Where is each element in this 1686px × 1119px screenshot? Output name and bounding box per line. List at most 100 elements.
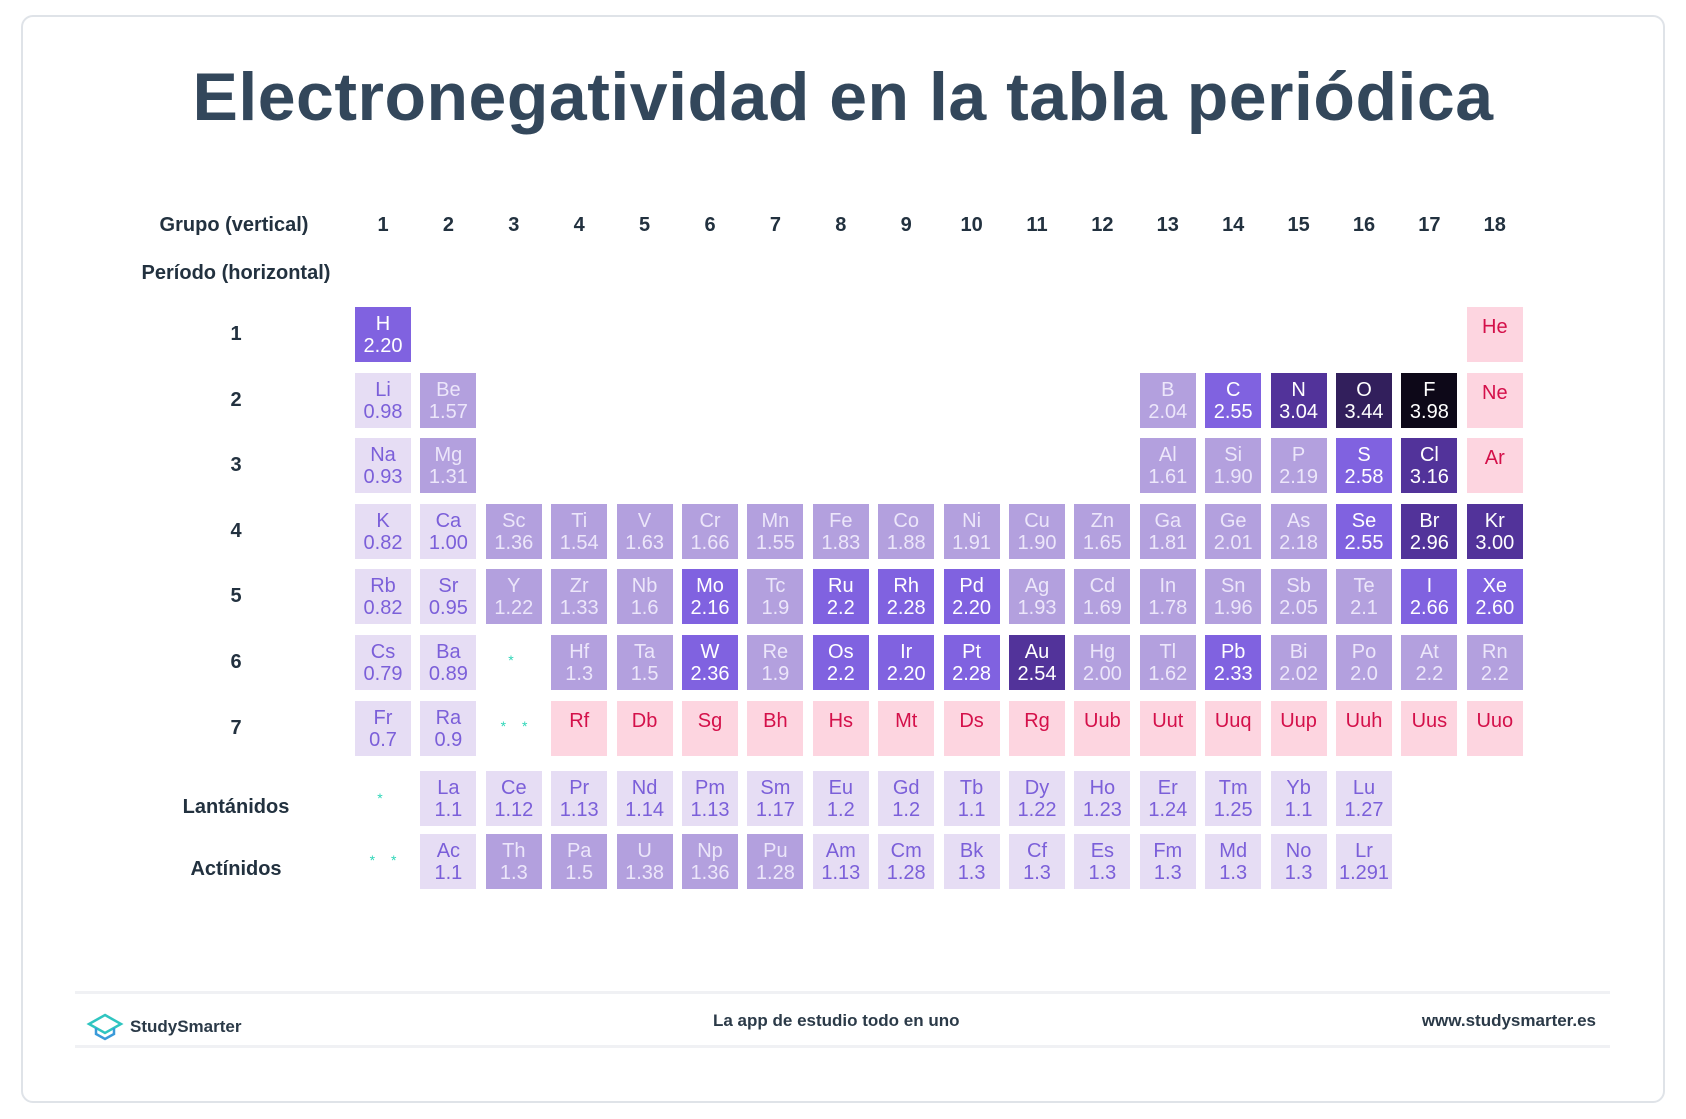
element-symbol: Rg	[1024, 709, 1050, 732]
element-symbol: Th	[502, 840, 526, 862]
element-cell-Sm: Sm 1.17	[747, 771, 804, 826]
element-symbol: Bk	[959, 840, 984, 862]
element-cell-Ac: Ac 1.1	[420, 834, 477, 889]
electronegativity-value: 1.9	[761, 663, 790, 685]
group-number-1: 1	[377, 214, 389, 236]
element-symbol: Uup	[1280, 709, 1317, 732]
footer-url[interactable]: www.studysmarter.es	[1421, 1011, 1596, 1030]
group-number-13: 13	[1156, 214, 1179, 236]
element-cell-Sb: Sb 2.05	[1270, 569, 1327, 625]
group-axis-label: Grupo (vertical)	[159, 214, 309, 236]
element-cell-Cd: Cd 1.69	[1074, 569, 1131, 625]
electronegativity-value: 2.2	[826, 597, 855, 620]
element-symbol: Cm	[890, 840, 922, 862]
element-cell-Ds: Ds	[943, 700, 1000, 756]
element-symbol: Np	[697, 840, 723, 862]
group-number-12: 12	[1091, 214, 1114, 236]
element-cell-Mg: Mg 1.31	[420, 438, 477, 494]
element-symbol: Ta	[634, 641, 656, 663]
electronegativity-value: 1.12	[494, 799, 534, 821]
group-number-10: 10	[960, 214, 983, 236]
electronegativity-value: 1.3	[1088, 862, 1117, 884]
element-symbol: Ga	[1154, 509, 1182, 532]
element-symbol: Pt	[962, 641, 982, 663]
group-number-14: 14	[1222, 214, 1245, 236]
element-symbol: Ho	[1089, 777, 1116, 799]
element-symbol: Sr	[438, 575, 459, 598]
element-symbol: Ca	[435, 509, 462, 532]
group-number-15: 15	[1287, 214, 1310, 236]
actinide-marker: * *	[369, 852, 403, 868]
element-cell-H: H 2.20	[355, 307, 411, 362]
element-cell-Np: Np 1.36	[682, 834, 738, 889]
element-cell-Cf: Cf 1.3	[1009, 834, 1065, 889]
element-symbol: Br	[1419, 509, 1440, 532]
electronegativity-value: 0.79	[363, 663, 403, 685]
element-cell-Th: Th 1.3	[485, 834, 542, 889]
element-cell-Os: Os 2.2	[812, 635, 869, 690]
element-symbol: Lu	[1352, 777, 1376, 799]
element-cell-Gd: Gd 1.2	[878, 771, 935, 826]
element-symbol: Hs	[828, 709, 854, 732]
element-cell-S: S 2.58	[1336, 438, 1392, 494]
element-cell-Mo: Mo 2.16	[682, 569, 738, 625]
element-cell-Uuh: Uuh	[1336, 700, 1392, 756]
electronegativity-value: 1.83	[821, 531, 861, 554]
element-symbol: Re	[762, 641, 789, 663]
element-symbol: Ac	[436, 840, 461, 862]
element-cell-C: C 2.55	[1205, 372, 1262, 428]
element-cell-Pd: Pd 2.20	[943, 569, 1000, 625]
element-symbol: No	[1285, 840, 1312, 862]
element-cell-Dy: Dy 1.22	[1009, 771, 1065, 826]
electronegativity-value: 1.3	[1023, 862, 1051, 884]
element-symbol: Xe	[1482, 575, 1508, 598]
element-symbol: Ds	[959, 709, 984, 732]
electronegativity-value: 2.20	[886, 663, 926, 685]
element-symbol: Fm	[1153, 840, 1183, 862]
element-cell-Sn: Sn 1.96	[1205, 569, 1262, 625]
element-cell-Lu: Lu 1.27	[1336, 771, 1392, 826]
electronegativity-value: 2.00	[1082, 663, 1122, 685]
electronegativity-value: 2.2	[1415, 663, 1444, 685]
element-symbol: Am	[825, 840, 856, 862]
element-symbol: Nd	[631, 777, 658, 799]
element-symbol: Uut	[1152, 709, 1184, 732]
electronegativity-value: 1.3	[499, 862, 528, 884]
electronegativity-value: 1.14	[625, 799, 665, 821]
element-cell-Cr: Cr 1.66	[682, 503, 738, 559]
electronegativity-value: 1.3	[565, 663, 594, 685]
element-cell-Re: Re 1.9	[747, 635, 804, 690]
brand-name: StudySmarter	[130, 1017, 242, 1036]
element-cell-V: V 1.63	[616, 503, 673, 559]
element-symbol: Po	[1351, 641, 1377, 663]
electronegativity-value: 1.28	[755, 862, 795, 884]
element-symbol: As	[1286, 509, 1311, 532]
element-symbol: Tc	[765, 575, 786, 598]
element-cell-Ta: Ta 1.5	[616, 635, 673, 690]
element-symbol: K	[376, 509, 390, 532]
element-cell-Sc: Sc 1.36	[485, 503, 542, 559]
electronegativity-value: 1.38	[625, 862, 665, 884]
group-number-17: 17	[1418, 214, 1441, 236]
element-cell-Hf: Hf 1.3	[551, 635, 608, 690]
element-symbol: Db	[631, 709, 658, 732]
electronegativity-value: 0.89	[428, 663, 468, 685]
element-cell-Bi: Bi 2.02	[1270, 635, 1327, 690]
element-cell-Ir: Ir 2.20	[878, 635, 935, 690]
element-symbol: Tm	[1218, 777, 1248, 799]
element-symbol: Cl	[1419, 444, 1439, 467]
element-cell-Ni: Ni 1.91	[943, 503, 1000, 559]
period-number-2: 2	[230, 388, 242, 411]
element-symbol: Bh	[763, 709, 788, 732]
element-symbol: Hg	[1089, 641, 1116, 663]
element-symbol: Cs	[370, 641, 396, 663]
element-cell-Pa: Pa 1.5	[551, 834, 608, 889]
lanthanides-label: Lantánidos	[182, 796, 290, 818]
element-cell-Nb: Nb 1.6	[616, 569, 673, 625]
element-symbol: Ir	[900, 641, 913, 663]
element-cell-O: O 3.44	[1336, 372, 1392, 428]
element-cell-Yb: Yb 1.1	[1270, 771, 1327, 826]
element-cell-Tc: Tc 1.9	[747, 569, 804, 625]
element-symbol: Gd	[892, 777, 920, 799]
